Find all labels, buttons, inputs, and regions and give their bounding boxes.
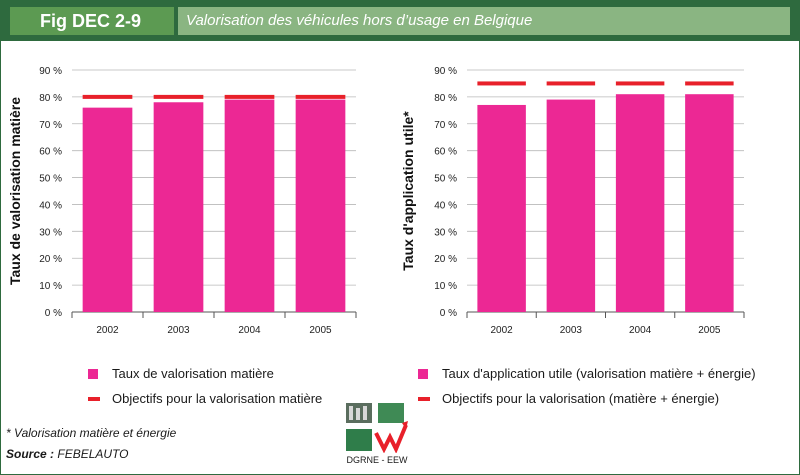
legend-right-bar: Taux d'application utile (valorisation m… — [418, 366, 756, 381]
chart2-ytick-label: 40 % — [434, 200, 457, 211]
chart2-ytick-label: 80 % — [434, 93, 457, 104]
chart1-ytick-label: 60 % — [39, 147, 62, 158]
source-label: Source : — [6, 447, 55, 461]
chart1-ytick-label: 80 % — [39, 93, 62, 104]
legend-bar-swatch — [88, 368, 98, 379]
chart2-ytick-label: 20 % — [434, 254, 457, 265]
chart2-target-mark — [685, 81, 734, 86]
chart1-target-mark — [153, 94, 204, 99]
source-line: Source : FEBELAUTO — [6, 447, 129, 461]
legend-bar-swatch — [418, 368, 428, 379]
chart2-ytick-label: 50 % — [434, 174, 457, 185]
chart2-ytick-label: 30 % — [434, 227, 457, 238]
legend-left-bar-label: Taux de valorisation matière — [112, 366, 274, 381]
footnote: * Valorisation matière et énergie — [6, 426, 177, 440]
legend-left-target-label: Objectifs pour la valorisation matière — [112, 391, 323, 406]
source-value: FEBELAUTO — [57, 447, 129, 461]
legend-left-target: Objectifs pour la valorisation matière — [88, 391, 322, 406]
chart1-xtick-label: 2002 — [96, 325, 119, 336]
chart1-xtick-label: 2004 — [238, 325, 261, 336]
chart1-target-mark — [82, 94, 133, 99]
chart2-xtick-label: 2002 — [491, 325, 514, 336]
legend-right-target: Objectifs pour la valorisation (matière … — [418, 391, 719, 406]
chart2-xtick-label: 2004 — [629, 325, 652, 336]
chart1-ytick-label: 70 % — [39, 120, 62, 131]
legend-left-bar: Taux de valorisation matière — [88, 366, 274, 381]
legend-target-swatch — [418, 396, 430, 401]
chart1-ytick-label: 50 % — [39, 174, 62, 185]
chart2-ytick-label: 70 % — [434, 120, 457, 131]
chart2-bar — [685, 94, 734, 312]
chart2-bar — [546, 99, 596, 312]
chart1-ytick-label: 0 % — [45, 308, 62, 319]
chart1-xtick-label: 2005 — [309, 325, 332, 336]
chart2-ytick-label: 60 % — [434, 147, 457, 158]
chart2-target-mark — [615, 81, 665, 86]
chart2-ylabel: Taux d'application utile* — [400, 111, 416, 271]
legend-target-swatch — [88, 396, 100, 401]
chart1-xtick-label: 2003 — [167, 325, 190, 336]
figure-id: Fig DEC 2-9 — [10, 7, 174, 35]
chart1-target-mark — [295, 94, 346, 99]
chart2-ytick-label: 10 % — [434, 281, 457, 292]
chart1-ytick-label: 20 % — [39, 254, 62, 265]
chart1-ytick-label: 30 % — [39, 227, 62, 238]
legend-right-target-label: Objectifs pour la valorisation (matière … — [442, 391, 720, 406]
chart2-ytick-label: 90 % — [434, 66, 457, 77]
chart1-bar — [224, 99, 275, 312]
chart1-bar — [153, 102, 204, 313]
chart1-ytick-label: 40 % — [39, 200, 62, 211]
chart2-xtick-label: 2003 — [560, 325, 583, 336]
legend-right-bar-label: Taux d'application utile (valorisation m… — [442, 366, 756, 381]
chart1-ylabel: Taux de valorisation matière — [7, 97, 23, 285]
chart2-target-mark — [546, 81, 596, 86]
chart1-ytick-label: 90 % — [39, 66, 62, 77]
chart2-target-mark — [477, 81, 526, 86]
chart2-bar — [477, 104, 526, 312]
chart1-ytick-label: 10 % — [39, 281, 62, 292]
chart1-bar — [82, 107, 133, 313]
chart2-ytick-label: 0 % — [440, 308, 457, 319]
chart1-target-mark — [224, 94, 275, 99]
logo-caption: DGRNE - EEW — [346, 455, 408, 465]
chart1-bar — [295, 99, 346, 312]
dgrne-logo-icon — [346, 403, 408, 453]
chart2-bar — [615, 94, 665, 312]
chart2-xtick-label: 2005 — [698, 325, 721, 336]
figure-title: Valorisation des véhicules hors d’usage … — [178, 7, 790, 35]
